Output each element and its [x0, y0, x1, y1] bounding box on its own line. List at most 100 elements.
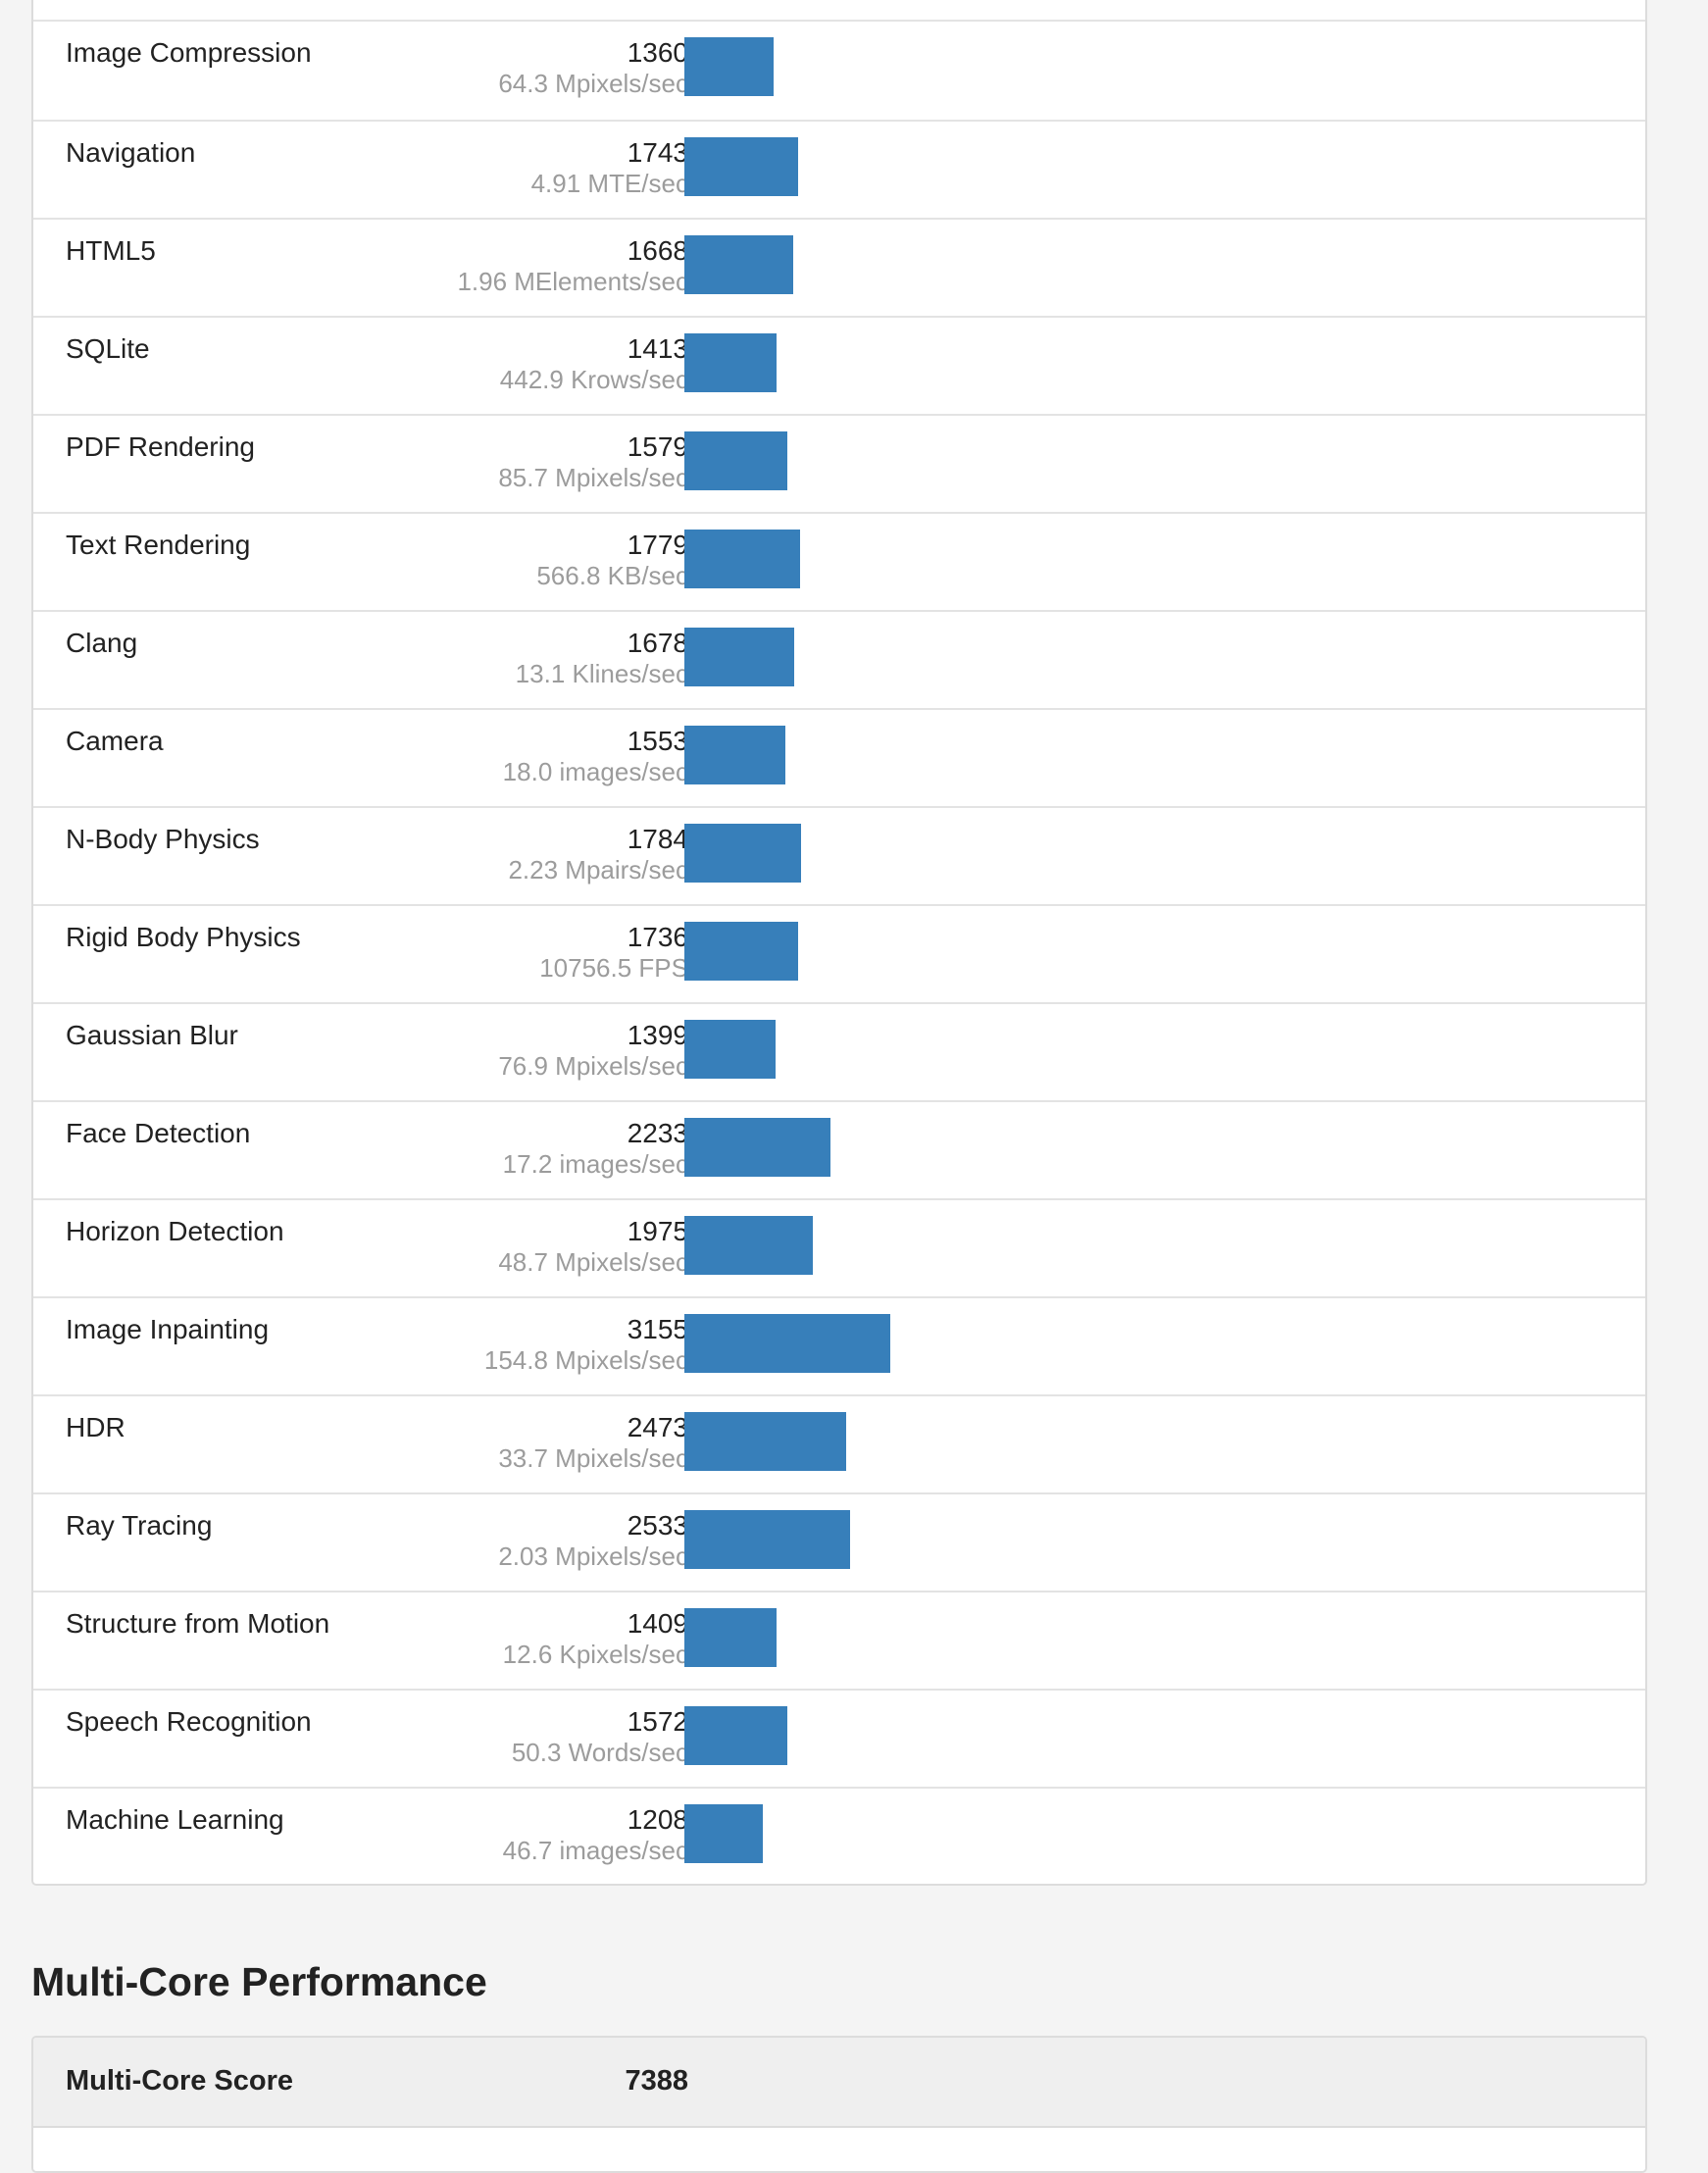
benchmark-rate: 33.7 Mpixels/sec [498, 1443, 688, 1473]
benchmark-rate: 85.7 Mpixels/sec [498, 463, 688, 492]
score-bar [684, 628, 794, 686]
score-bar [684, 431, 787, 490]
benchmark-rate: 48.7 Mpixels/sec [498, 1247, 688, 1277]
benchmark-name: Camera [66, 726, 164, 756]
benchmark-name: Gaussian Blur [66, 1020, 238, 1050]
benchmark-rate: 46.7 images/sec [502, 1836, 688, 1865]
benchmark-rate: 18.0 images/sec [502, 757, 688, 786]
benchmark-score: 2473 [627, 1412, 688, 1442]
score-bar [684, 333, 777, 392]
benchmark-rate: 17.2 images/sec [502, 1149, 688, 1179]
table-row: HDR 2473 33.7 Mpixels/sec [33, 1394, 1645, 1492]
table-row: Image Compression 1360 64.3 Mpixels/sec [33, 22, 1645, 120]
benchmark-score: 1678 [627, 628, 688, 658]
benchmark-name: Ray Tracing [66, 1510, 213, 1541]
table-row: PDF Rendering 1579 85.7 Mpixels/sec [33, 414, 1645, 512]
score-bar [684, 530, 800, 588]
benchmark-name: HTML5 [66, 235, 156, 266]
score-bar [684, 1314, 890, 1373]
benchmark-rate: 64.3 Mpixels/sec [498, 69, 688, 98]
benchmark-score: 3155 [627, 1314, 688, 1344]
benchmark-rate: 76.9 Mpixels/sec [498, 1051, 688, 1081]
panel-top-divider [33, 20, 1645, 22]
benchmark-name: Rigid Body Physics [66, 922, 301, 952]
benchmark-name: Speech Recognition [66, 1706, 312, 1737]
benchmark-rate: 4.91 MTE/sec [530, 169, 688, 198]
benchmark-score: 1779 [627, 530, 688, 560]
table-row: N-Body Physics 1784 2.23 Mpairs/sec [33, 806, 1645, 904]
benchmark-score: 1975 [627, 1216, 688, 1246]
score-bar [684, 922, 798, 981]
benchmark-score: 1208 [627, 1804, 688, 1835]
score-bar [684, 824, 801, 883]
benchmark-score: 1413 [627, 333, 688, 364]
benchmark-name: Text Rendering [66, 530, 251, 560]
benchmark-name: Machine Learning [66, 1804, 284, 1835]
score-bar [684, 1216, 813, 1275]
table-row: Face Detection 2233 17.2 images/sec [33, 1100, 1645, 1198]
table-row: Horizon Detection 1975 48.7 Mpixels/sec [33, 1198, 1645, 1296]
table-row: Machine Learning 1208 46.7 images/sec [33, 1787, 1645, 1884]
multi-core-results-panel: Multi-Core Score 7388 [31, 2036, 1647, 2173]
table-row: SQLite 1413 442.9 Krows/sec [33, 316, 1645, 414]
section-title-multi-core: Multi-Core Performance [31, 1959, 487, 2004]
score-bar [684, 1608, 777, 1667]
benchmark-rate: 2.03 Mpixels/sec [498, 1541, 688, 1571]
benchmark-name: PDF Rendering [66, 431, 255, 462]
score-bar [684, 37, 774, 96]
benchmark-rate: 50.3 Words/sec [511, 1738, 688, 1767]
benchmark-score: 1668 [627, 235, 688, 266]
benchmark-score: 1409 [627, 1608, 688, 1639]
table-row: Clang 1678 13.1 Klines/sec [33, 610, 1645, 708]
benchmark-score: 1736 [627, 922, 688, 952]
table-row: Speech Recognition 1572 50.3 Words/sec [33, 1689, 1645, 1787]
table-row: Image Inpainting 3155 154.8 Mpixels/sec [33, 1296, 1645, 1394]
benchmark-score: 1572 [627, 1706, 688, 1737]
single-core-results-panel: Image Compression 1360 64.3 Mpixels/sec Nav… [31, 0, 1647, 1886]
score-bar [684, 1804, 763, 1863]
benchmark-name: Structure from Motion [66, 1608, 330, 1639]
benchmark-rate: 442.9 Krows/sec [499, 365, 688, 394]
benchmark-score: 2533 [627, 1510, 688, 1541]
benchmark-name: Clang [66, 628, 138, 658]
table-row: Structure from Motion 1409 12.6 Kpixels/se… [33, 1591, 1645, 1689]
score-bar [684, 1118, 830, 1177]
multi-core-score-row: Multi-Core Score 7388 [33, 2038, 1645, 2128]
benchmark-rate: 2.23 Mpairs/sec [508, 855, 688, 884]
benchmark-score: 1399 [627, 1020, 688, 1050]
table-row: HTML5 1668 1.96 MElements/sec [33, 218, 1645, 316]
benchmark-score: 1743 [627, 137, 688, 168]
benchmark-rate: 154.8 Mpixels/sec [483, 1345, 688, 1375]
benchmark-name: HDR [66, 1412, 126, 1442]
table-row: Ray Tracing 2533 2.03 Mpixels/sec [33, 1492, 1645, 1591]
score-bar [684, 1412, 846, 1471]
multi-core-score-value: 7388 [625, 2065, 688, 2097]
table-row: Gaussian Blur 1399 76.9 Mpixels/sec [33, 1002, 1645, 1100]
benchmark-name: Image Inpainting [66, 1314, 270, 1344]
score-bar [684, 1510, 850, 1569]
table-row: Rigid Body Physics 1736 10756.5 FPS [33, 904, 1645, 1002]
benchmark-score: 1360 [627, 37, 688, 68]
benchmark-score: 1784 [627, 824, 688, 854]
benchmark-rate: 10756.5 FPS [539, 953, 688, 983]
benchmark-name: N-Body Physics [66, 824, 260, 854]
benchmark-name: SQLite [66, 333, 150, 364]
benchmark-score: 1553 [627, 726, 688, 756]
benchmark-name: Navigation [66, 137, 196, 168]
benchmark-name: Horizon Detection [66, 1216, 284, 1246]
benchmark-name: Face Detection [66, 1118, 251, 1148]
score-bar [684, 235, 793, 294]
benchmark-rate: 13.1 Klines/sec [515, 659, 688, 688]
benchmark-name: Image Compression [66, 37, 312, 68]
benchmark-rate: 566.8 KB/sec [536, 561, 688, 590]
benchmark-score: 1579 [627, 431, 688, 462]
benchmark-score: 2233 [627, 1118, 688, 1148]
score-bar [684, 726, 785, 784]
benchmark-rate: 1.96 MElements/sec [457, 267, 688, 296]
table-row: Camera 1553 18.0 images/sec [33, 708, 1645, 806]
score-bar [684, 137, 798, 196]
table-row: Text Rendering 1779 566.8 KB/sec [33, 512, 1645, 610]
multi-core-score-label: Multi-Core Score [66, 2065, 294, 2097]
benchmark-rate: 12.6 Kpixels/sec [502, 1640, 688, 1669]
score-bar [684, 1706, 787, 1765]
